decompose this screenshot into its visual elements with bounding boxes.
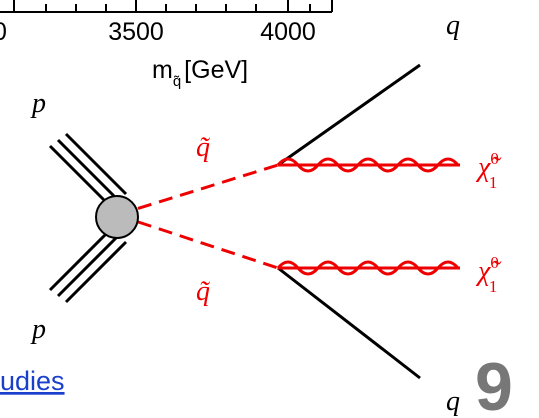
squark-label: q̃ (196, 276, 211, 307)
slide: 0 3500 4000 mq̃[GeV] p p q̃ q̃ q q χ̃01 … (0, 0, 539, 418)
squark-lines (117, 165, 278, 268)
tick-label: 4000 (260, 18, 316, 46)
quark-label: q (446, 386, 460, 417)
axis-label-unit: [GeV] (184, 56, 248, 84)
neutralino-superscript: 0 (490, 253, 499, 272)
quark-lines (278, 65, 420, 378)
tick-label: 3500 (108, 18, 164, 46)
squark-label: q̃ (196, 132, 211, 163)
axis-frame (0, 0, 332, 12)
neutralino-superscript: 0 (490, 149, 499, 168)
link[interactable]: udies (0, 366, 65, 396)
proton-label: p (30, 88, 46, 119)
page-number: 9 (475, 349, 513, 418)
tick-label: 0 (0, 18, 7, 46)
axis-label-main: m (152, 56, 173, 84)
neutralino-subscript: 1 (489, 277, 498, 296)
proton-label: p (30, 314, 46, 345)
axis-label-subscript: q̃ (173, 73, 181, 90)
interaction-blob (96, 196, 138, 238)
neutralino-lines (278, 159, 460, 274)
axis-label: mq̃[GeV] (152, 56, 248, 90)
quark-label: q (446, 10, 460, 41)
neutralino-subscript: 1 (489, 173, 498, 192)
